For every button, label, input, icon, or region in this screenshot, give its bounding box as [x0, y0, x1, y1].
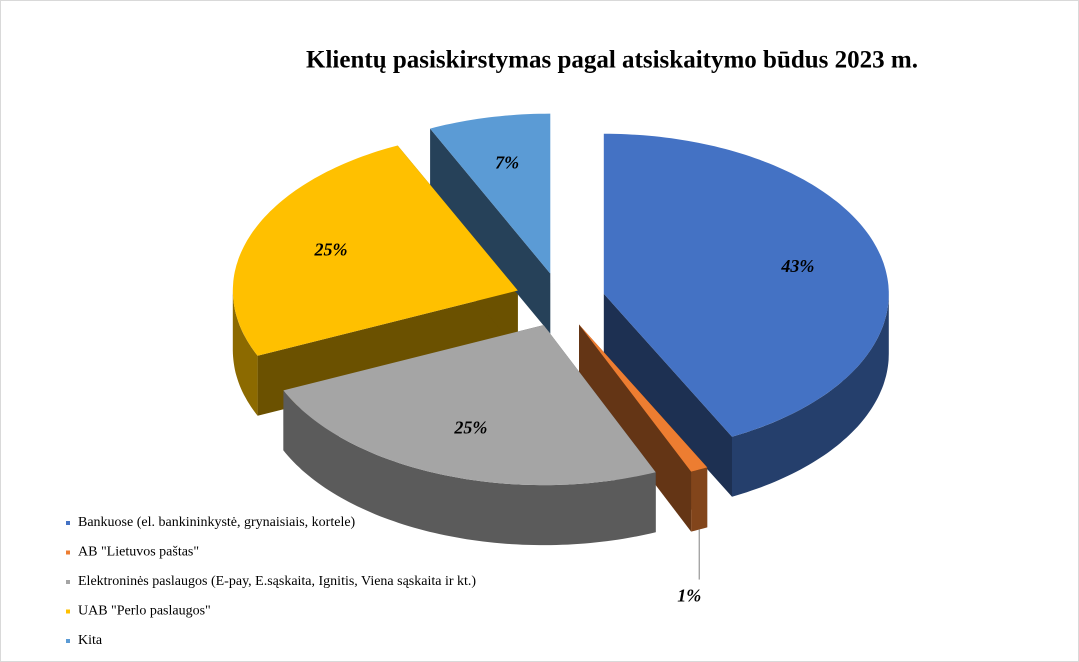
- slice-side: [691, 467, 708, 532]
- slice: [232, 145, 518, 356]
- slice: [603, 133, 889, 437]
- legend-swatch: [66, 609, 70, 614]
- data-label: 7%: [495, 152, 519, 172]
- legend-swatch: [66, 521, 70, 525]
- legend-label: Bankuose (el. bankininkystė, grynaisiais…: [78, 515, 356, 530]
- slice-edge: [430, 128, 551, 334]
- slice: [579, 324, 708, 472]
- data-label: 43%: [780, 256, 814, 276]
- data-label: 25%: [313, 239, 347, 259]
- legend-label: Kita: [78, 633, 103, 648]
- legend-swatch: [66, 639, 70, 643]
- legend: Bankuose (el. bankininkystė, grynaisiais…: [66, 515, 476, 648]
- legend-label: Elektroninės paslaugos (E-pay, E.sąskait…: [78, 574, 476, 589]
- legend-label: UAB "Perlo paslaugos": [78, 604, 211, 619]
- pie: 43% 1% 25% 25% 7%: [232, 113, 889, 606]
- legend-label: AB "Lietuvos paštas": [78, 545, 199, 560]
- slice-edge: [603, 293, 732, 497]
- chart-title: Klientų pasiskirstymas pagal atsiskaitym…: [306, 47, 918, 74]
- legend-swatch: [66, 550, 70, 555]
- slice-side: [283, 390, 656, 546]
- slice: [430, 113, 551, 274]
- data-label: 1%: [677, 586, 701, 606]
- slice-edge: [579, 324, 692, 532]
- slice-side: [232, 290, 258, 416]
- data-label: 25%: [453, 418, 487, 438]
- slice-side: [732, 293, 889, 497]
- slice: [283, 325, 656, 486]
- legend-swatch: [66, 580, 70, 584]
